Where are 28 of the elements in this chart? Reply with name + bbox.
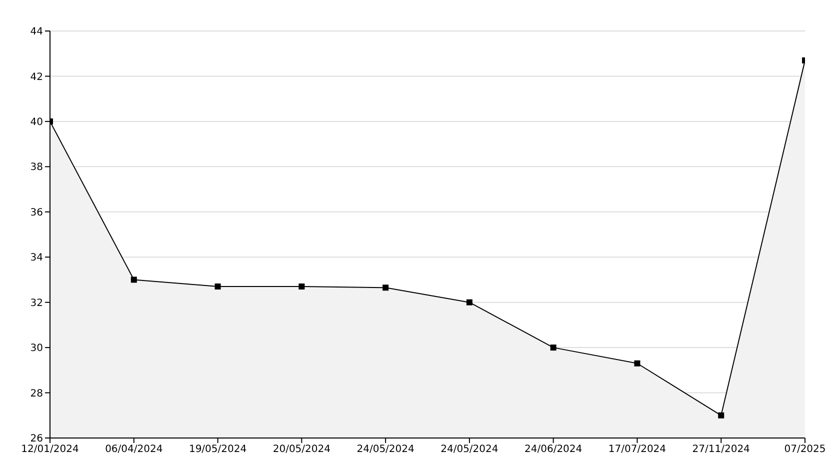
y-tick-label: 36 (30, 207, 43, 218)
x-tick-label: 17/07/2024 (608, 444, 666, 456)
x-tick-label: 24/06/2024 (524, 444, 582, 456)
x-tick-label: 27/11/2024 (692, 444, 750, 456)
y-tick-label: 28 (30, 388, 43, 400)
y-tick-label: 30 (30, 343, 43, 354)
y-tick-label: 44 (30, 26, 43, 38)
y-tick-label: 34 (30, 252, 43, 264)
y-tick-label: 26 (30, 434, 43, 445)
point (298, 284, 305, 290)
x-tick-label: 20/05/2024 (272, 444, 330, 456)
x-tick-label: 24/05/2024 (440, 444, 498, 456)
point (130, 276, 137, 283)
y-tick-label: 42 (30, 72, 43, 83)
x-tick-label: 24/05/2024 (356, 444, 414, 456)
y-tick-label: 40 (30, 116, 43, 128)
x-tick-label: 12/01/2024 (21, 444, 79, 456)
point (382, 284, 389, 291)
point (718, 412, 724, 418)
y-tick-label: 32 (30, 298, 43, 309)
point (634, 360, 640, 366)
x-tick-label: 06/04/2024 (105, 444, 163, 456)
x-tick-label: 07/2025 (784, 444, 826, 456)
point (466, 299, 472, 306)
x-tick-label: 19/05/2024 (188, 444, 247, 456)
point (550, 344, 556, 351)
point (214, 284, 221, 290)
y-tick-label: 38 (30, 162, 43, 174)
